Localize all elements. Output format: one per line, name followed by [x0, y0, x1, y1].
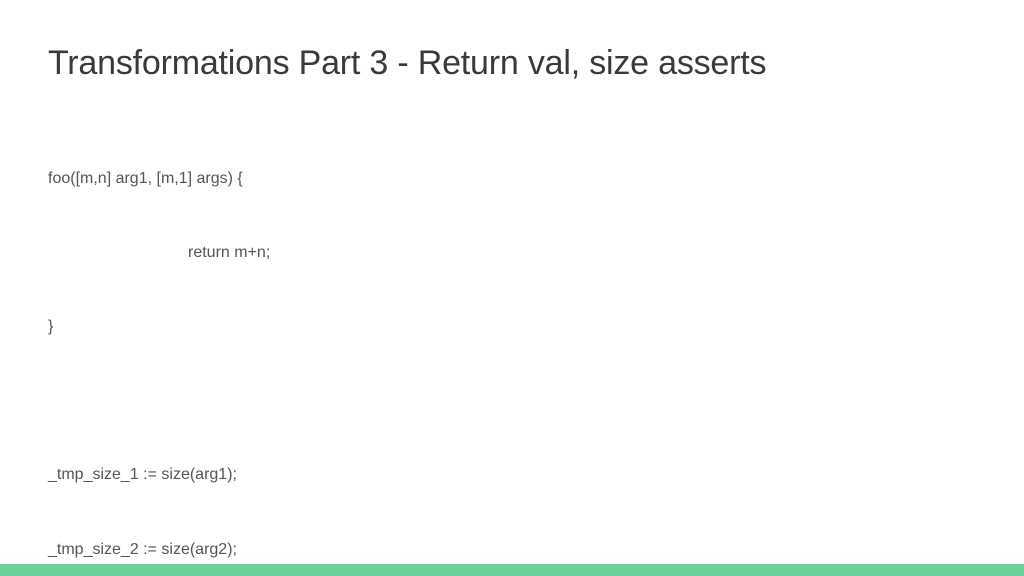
code-line: _tmp_size_2 := size(arg2); [48, 538, 976, 563]
code-line: _tmp_size_1 := size(arg1); [48, 463, 976, 488]
code-block-1: foo([m,n] arg1, [m,1] args) { return m+n… [48, 117, 976, 390]
code-line: } [48, 315, 976, 340]
code-block-2: _tmp_size_1 := size(arg1); _tmp_size_2 :… [48, 414, 976, 576]
slide-title: Transformations Part 3 - Return val, siz… [48, 44, 976, 83]
slide-container: Transformations Part 3 - Return val, siz… [0, 0, 1024, 576]
spacer [48, 390, 976, 414]
code-line: foo([m,n] arg1, [m,1] args) { [48, 167, 976, 192]
code-line: return m+n; [48, 241, 976, 266]
accent-bar [0, 564, 1024, 576]
code-text: return m+n; [48, 241, 270, 266]
